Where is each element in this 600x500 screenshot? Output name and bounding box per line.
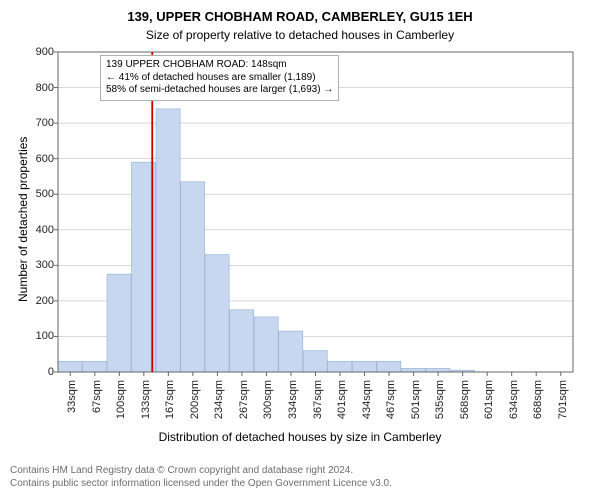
x-tick: 601sqm bbox=[483, 380, 495, 419]
x-tick: 200sqm bbox=[189, 380, 201, 419]
annotation-box: 139 UPPER CHOBHAM ROAD: 148sqm ← 41% of … bbox=[100, 55, 339, 101]
copyright-line-1: Contains HM Land Registry data © Crown c… bbox=[10, 464, 600, 477]
copyright-block: Contains HM Land Registry data © Crown c… bbox=[0, 464, 600, 490]
x-tick: 467sqm bbox=[385, 380, 397, 419]
x-tick: 668sqm bbox=[532, 380, 544, 419]
x-tick: 234sqm bbox=[213, 380, 225, 419]
x-axis-label: Distribution of detached houses by size … bbox=[0, 430, 600, 444]
x-tick: 701sqm bbox=[557, 380, 569, 419]
annotation-line-3: 58% of semi-detached houses are larger (… bbox=[106, 84, 333, 97]
chart-container: 139, UPPER CHOBHAM ROAD, CAMBERLEY, GU15… bbox=[0, 0, 600, 500]
y-tick: 700 bbox=[36, 117, 58, 129]
y-tick: 100 bbox=[36, 330, 58, 342]
y-tick: 300 bbox=[36, 259, 58, 271]
x-tick: 401sqm bbox=[336, 380, 348, 419]
x-tick: 167sqm bbox=[164, 380, 176, 419]
chart-title: 139, UPPER CHOBHAM ROAD, CAMBERLEY, GU15… bbox=[0, 0, 600, 43]
annotation-line-1: 139 UPPER CHOBHAM ROAD: 148sqm bbox=[106, 59, 333, 72]
y-tick: 400 bbox=[36, 224, 58, 236]
subtitle-text: Size of property relative to detached ho… bbox=[146, 28, 454, 42]
x-tick: 434sqm bbox=[361, 380, 373, 419]
annotation-line-2: ← 41% of detached houses are smaller (1,… bbox=[106, 72, 333, 85]
x-tick: 33sqm bbox=[66, 380, 78, 413]
y-tick: 200 bbox=[36, 295, 58, 307]
x-tick: 100sqm bbox=[115, 380, 127, 419]
x-tick: 367sqm bbox=[312, 380, 324, 419]
x-tick: 334sqm bbox=[287, 380, 299, 419]
y-tick: 500 bbox=[36, 188, 58, 200]
y-tick: 800 bbox=[36, 82, 58, 94]
y-tick: 0 bbox=[48, 366, 58, 378]
title-text: 139, UPPER CHOBHAM ROAD, CAMBERLEY, GU15… bbox=[127, 9, 472, 24]
x-tick: 634sqm bbox=[508, 380, 520, 419]
x-tick: 133sqm bbox=[140, 380, 152, 419]
y-tick: 600 bbox=[36, 153, 58, 165]
y-tick: 900 bbox=[36, 46, 58, 58]
copyright-line-2: Contains public sector information licen… bbox=[10, 477, 600, 490]
x-tick: 267sqm bbox=[238, 380, 250, 419]
x-tick: 568sqm bbox=[459, 380, 471, 419]
y-axis-label: Number of detached properties bbox=[16, 137, 30, 302]
x-tick: 501sqm bbox=[410, 380, 422, 419]
x-tick: 67sqm bbox=[91, 380, 103, 413]
x-tick: 535sqm bbox=[434, 380, 446, 419]
x-tick: 300sqm bbox=[262, 380, 274, 419]
